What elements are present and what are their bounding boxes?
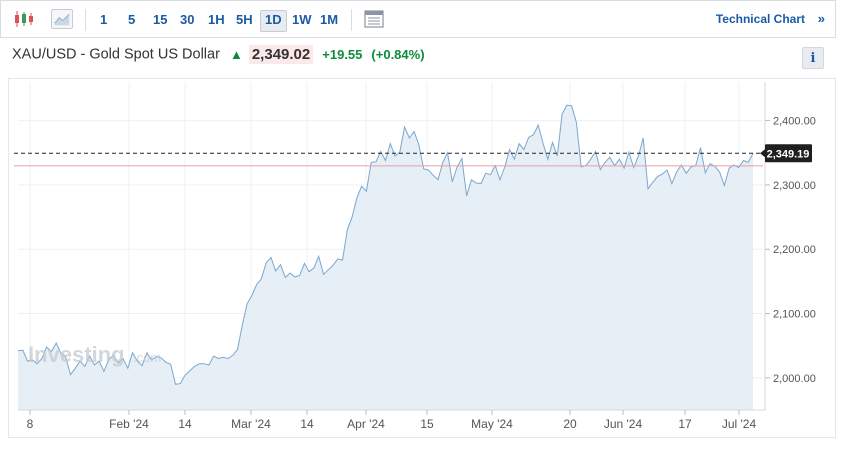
current-price-tag-background bbox=[765, 144, 812, 163]
investing-watermark: Investing .com bbox=[28, 342, 161, 367]
candlestick-chart-icon[interactable] bbox=[13, 9, 35, 29]
price-change-percent: (+0.84%) bbox=[371, 47, 425, 62]
timeframe-1m[interactable]: 1M bbox=[320, 12, 339, 27]
toolbar-divider bbox=[351, 9, 352, 31]
x-tick-label: 20 bbox=[563, 417, 577, 431]
x-tick-label: Jul '24 bbox=[722, 417, 757, 431]
y-tick-label: 2,300.00 bbox=[773, 180, 816, 192]
x-tick-label: 8 bbox=[27, 417, 34, 431]
timeframe-1w[interactable]: 1W bbox=[292, 12, 312, 27]
chart-toolbar: 1 5 15 30 1H 5H 1D 1W 1M Technical Chart… bbox=[0, 0, 836, 38]
instrument-header: XAU/USD - Gold Spot US Dollar ▲ 2,349.02… bbox=[12, 45, 425, 68]
timeframe-1[interactable]: 1 bbox=[100, 12, 108, 27]
price-area-fill bbox=[18, 105, 753, 410]
timeframe-1d[interactable]: 1D bbox=[260, 10, 287, 32]
watermark-text: Investing bbox=[28, 342, 125, 367]
technical-chart-link[interactable]: Technical Chart bbox=[715, 12, 805, 26]
timeframe-5[interactable]: 5 bbox=[128, 12, 136, 27]
y-tick-label: 2,100.00 bbox=[773, 309, 816, 321]
watermark-suffix: .com bbox=[133, 350, 161, 365]
calendar-icon[interactable] bbox=[363, 9, 385, 29]
x-tick-label: 14 bbox=[178, 417, 192, 431]
y-tick-label: 2,400.00 bbox=[773, 116, 816, 128]
price-line bbox=[17, 104, 754, 385]
double-chevron-right-icon[interactable]: » bbox=[817, 11, 825, 26]
current-price-label: 2,349.19 bbox=[767, 148, 810, 160]
timeframe-15[interactable]: 15 bbox=[153, 12, 168, 27]
x-tick-label: 15 bbox=[420, 417, 434, 431]
x-tick-label: Jun '24 bbox=[604, 417, 643, 431]
x-axis: 8 Feb '24 14 Mar '24 14 Apr '24 15 May '24 20 Jun… bbox=[18, 409, 765, 431]
timeframe-5h[interactable]: 5H bbox=[236, 12, 253, 27]
x-tick-label: May '24 bbox=[471, 417, 513, 431]
x-tick-label: 17 bbox=[678, 417, 692, 431]
x-tick-label: 14 bbox=[300, 417, 314, 431]
arrow-up-icon: ▲ bbox=[229, 47, 243, 62]
instrument-name: XAU/USD - Gold Spot US Dollar bbox=[12, 46, 220, 63]
x-tick-label: Apr '24 bbox=[347, 417, 385, 431]
price-change: +19.55 bbox=[322, 47, 363, 62]
info-button[interactable]: i bbox=[802, 47, 824, 69]
y-tick-label: 2,000.00 bbox=[773, 373, 816, 385]
current-price-tag-pointer bbox=[760, 149, 765, 158]
x-tick-label: Mar '24 bbox=[231, 417, 271, 431]
toolbar-divider bbox=[85, 9, 86, 31]
timeframe-1h[interactable]: 1H bbox=[208, 12, 225, 27]
area-chart-icon[interactable] bbox=[51, 9, 73, 29]
y-tick-label: 2,200.00 bbox=[773, 244, 816, 256]
y-axis: 2,000.00 2,100.00 2,200.00 2,300.00 2,400.00 bbox=[764, 82, 816, 410]
timeframe-30[interactable]: 30 bbox=[180, 12, 195, 27]
last-price: 2,349.02 bbox=[248, 45, 314, 64]
x-tick-label: Feb '24 bbox=[109, 417, 149, 431]
current-price-tag: 2,349.19 bbox=[760, 144, 812, 163]
chart-frame bbox=[8, 78, 836, 438]
